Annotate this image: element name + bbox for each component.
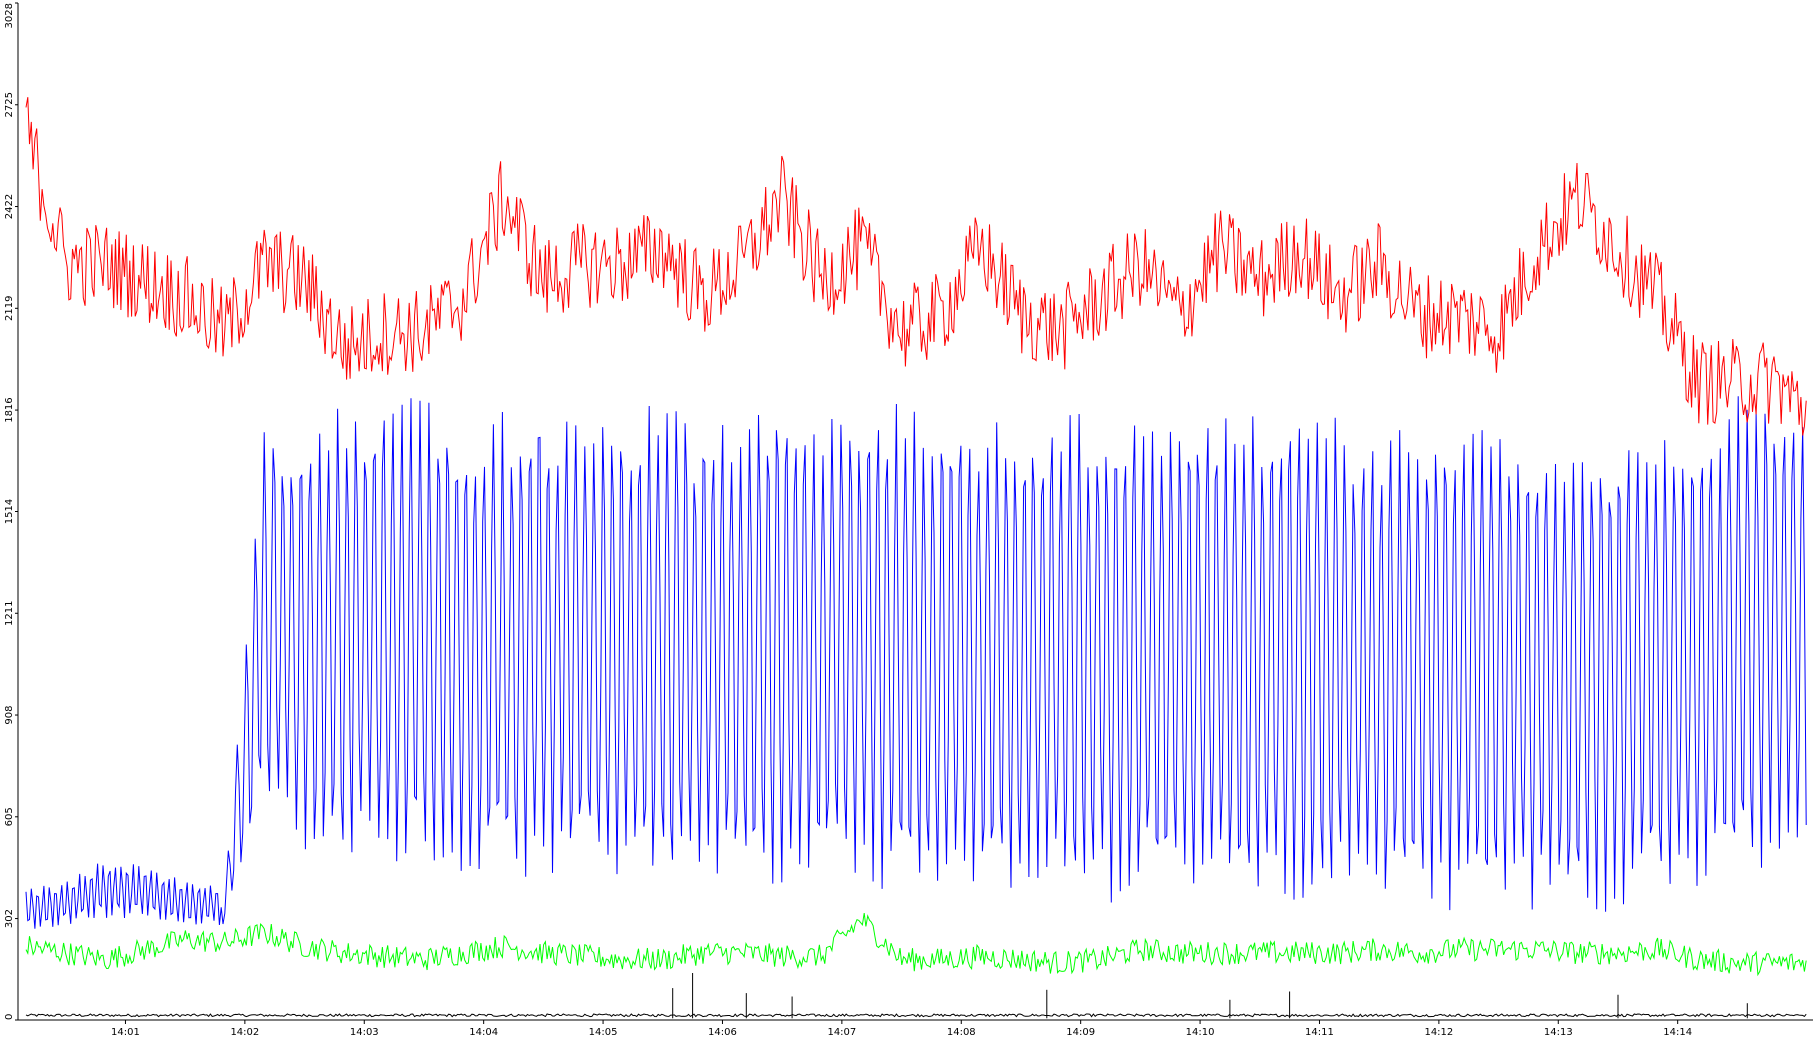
x-tick-label: 14:11 — [1305, 1027, 1334, 1038]
x-tick-label: 14:07 — [827, 1027, 856, 1038]
x-tick-label: 14:01 — [111, 1027, 140, 1038]
x-tick-label: 14:10 — [1186, 1027, 1215, 1038]
y-tick-label: 3028 — [4, 3, 15, 28]
x-tick-label: 14:05 — [589, 1027, 618, 1038]
x-tick-label: 14:08 — [947, 1027, 976, 1038]
y-tick-label: 1211 — [4, 601, 15, 626]
x-tick-label: 14:02 — [230, 1027, 259, 1038]
x-tick-label: 14:04 — [469, 1027, 498, 1038]
series-red-line — [25, 97, 1807, 436]
y-tick-label: 605 — [4, 807, 15, 826]
y-tick-label: 2422 — [4, 194, 15, 219]
y-tick-label: 2725 — [4, 92, 15, 117]
axis-layer: 0 302 605 908 1211 1514 1816 2119 2422 2725 3028 14… — [4, 2, 1813, 1038]
y-tick-label: 0 — [4, 1014, 15, 1020]
series-green-line — [25, 913, 1807, 977]
y-tick-label: 2119 — [4, 296, 15, 321]
y-tick-label: 1816 — [4, 397, 15, 422]
x-tick-label: 14:13 — [1544, 1027, 1573, 1038]
x-tick-label: 14:14 — [1663, 1027, 1692, 1038]
x-tick-label: 14:06 — [708, 1027, 737, 1038]
y-tick-label: 1514 — [4, 499, 15, 524]
y-tick-label: 908 — [4, 705, 15, 724]
series-black-line — [25, 1013, 1807, 1018]
x-tick-label: 14:12 — [1424, 1027, 1453, 1038]
y-tick-label: 302 — [4, 909, 15, 928]
series-layer — [25, 97, 1807, 1019]
series-blue-line — [25, 396, 1807, 929]
x-tick-label: 14:09 — [1066, 1027, 1095, 1038]
x-tick-label: 14:03 — [350, 1027, 379, 1038]
